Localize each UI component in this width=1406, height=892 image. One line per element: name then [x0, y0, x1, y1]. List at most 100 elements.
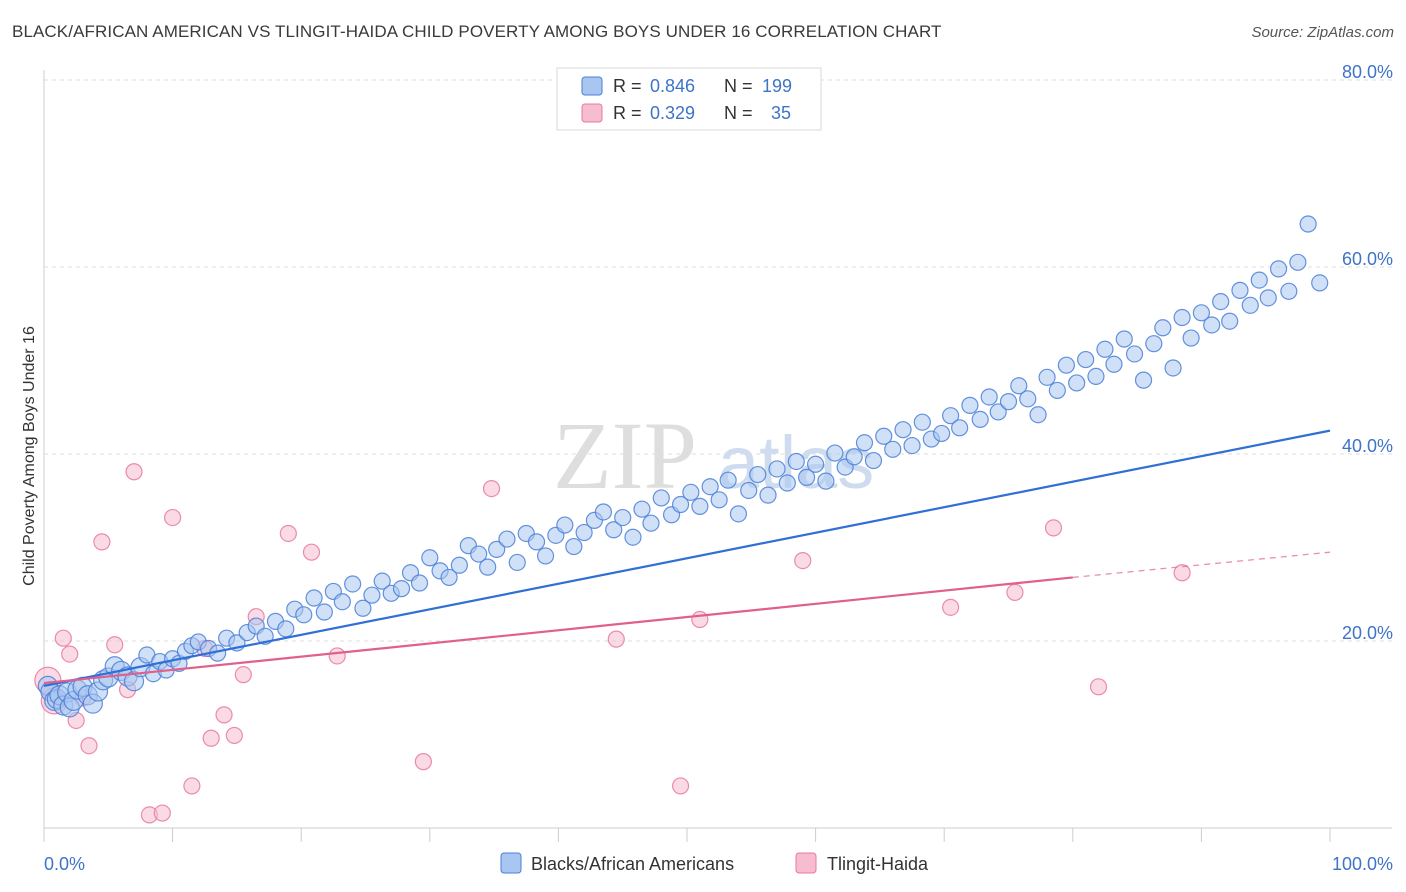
legend-n-value-tlingit: 35: [771, 103, 791, 123]
point-tlingit: [1006, 583, 1024, 601]
point-blacks: [740, 481, 758, 500]
legend-n-label-tlingit: N =: [724, 103, 753, 123]
point-blacks: [855, 434, 874, 452]
point-blacks: [1203, 316, 1221, 334]
point-blacks: [642, 514, 660, 532]
point-tlingit: [1089, 678, 1108, 696]
point-blacks: [1173, 308, 1191, 327]
source-credit: Source: ZipAtlas.com: [1251, 24, 1394, 41]
chart-title: BLACK/AFRICAN AMERICAN VS TLINGIT-HAIDA …: [12, 22, 942, 41]
point-tlingit: [54, 629, 72, 647]
point-blacks: [903, 436, 921, 455]
point-blacks: [1087, 367, 1105, 385]
point-blacks: [1057, 356, 1075, 374]
legend-r-label-blacks: R =: [613, 76, 642, 96]
point-blacks: [295, 606, 313, 624]
point-blacks: [864, 451, 883, 470]
point-tlingit: [93, 533, 111, 551]
point-tlingit: [1044, 519, 1063, 537]
legend-r-value-blacks: 0.846: [650, 76, 695, 96]
point-blacks: [719, 471, 737, 489]
point-blacks: [440, 568, 458, 587]
point-blacks: [1154, 319, 1172, 337]
point-blacks: [1164, 359, 1182, 377]
point-blacks: [536, 547, 555, 565]
point-blacks: [450, 556, 468, 574]
point-blacks: [710, 491, 728, 509]
point-blacks: [315, 603, 333, 621]
point-blacks: [942, 407, 960, 425]
y-tick-label: 80.0%: [1342, 62, 1393, 82]
point-tlingit: [302, 543, 321, 561]
legend-swatch-blacks: [581, 76, 603, 96]
point-tlingit: [671, 777, 690, 795]
point-blacks: [624, 528, 642, 546]
point-blacks: [749, 465, 767, 484]
legend-swatch-tlingit: [581, 103, 603, 123]
point-blacks: [1182, 329, 1200, 347]
point-blacks: [1029, 406, 1047, 424]
bottom-legend-swatch-tlingit: [795, 852, 817, 874]
point-blacks: [759, 486, 777, 504]
point-blacks: [344, 575, 362, 593]
point-blacks: [614, 508, 632, 527]
point-blacks: [1269, 260, 1288, 278]
point-tlingit: [607, 630, 625, 648]
point-blacks: [1259, 289, 1277, 307]
point-blacks: [392, 580, 411, 598]
point-blacks: [498, 530, 516, 548]
y-tick-label: 20.0%: [1342, 623, 1393, 643]
point-blacks: [277, 620, 295, 638]
point-blacks: [565, 537, 583, 556]
point-blacks: [527, 533, 546, 551]
point-blacks: [961, 396, 979, 414]
point-blacks: [1221, 312, 1239, 330]
point-blacks: [1105, 355, 1123, 373]
point-tlingit: [794, 551, 812, 570]
point-blacks: [1311, 274, 1329, 292]
point-blacks: [1096, 340, 1114, 358]
legend-n-label-blacks: N =: [724, 76, 753, 96]
point-blacks: [421, 549, 439, 567]
point-blacks: [933, 424, 951, 443]
point-tlingit: [164, 508, 182, 527]
point-blacks: [691, 497, 709, 515]
point-blacks: [305, 589, 323, 607]
stats-legend: R = 0.846 N = 199 R = 0.329 N = 35: [556, 67, 822, 131]
point-blacks: [1192, 304, 1211, 322]
point-blacks: [787, 452, 805, 471]
point-blacks: [373, 572, 391, 590]
point-blacks: [1125, 345, 1144, 363]
point-tlingit: [106, 636, 124, 654]
y-tick-label: 60.0%: [1342, 249, 1393, 269]
y-tick-label: 40.0%: [1342, 436, 1393, 456]
point-blacks: [894, 421, 912, 439]
point-blacks: [1134, 371, 1153, 389]
point-blacks: [575, 523, 593, 542]
point-blacks: [806, 455, 825, 473]
point-blacks: [354, 599, 372, 617]
point-blacks: [479, 558, 497, 576]
point-tlingit: [414, 753, 432, 771]
bottom-legend-swatch-blacks: [500, 852, 522, 874]
point-blacks: [1038, 368, 1056, 386]
point-tlingit: [153, 804, 171, 822]
point-blacks: [605, 521, 623, 539]
point-tlingit: [61, 645, 79, 663]
trendline-tlingit: [43, 576, 1073, 685]
bottom-legend-label-blacks: Blacks/African Americans: [531, 854, 734, 874]
point-blacks: [875, 427, 893, 445]
point-blacks: [1280, 282, 1298, 300]
point-tlingit: [691, 610, 709, 629]
point-blacks: [1068, 374, 1086, 392]
point-blacks: [1212, 292, 1230, 311]
point-blacks: [1115, 330, 1133, 348]
point-blacks: [1289, 253, 1307, 271]
point-blacks: [488, 540, 506, 558]
legend-n-value-blacks: 199: [762, 76, 792, 96]
point-tlingit: [125, 463, 143, 481]
point-blacks: [1299, 215, 1317, 233]
point-blacks: [363, 586, 381, 604]
x-tick-label-max: 100.0%: [1332, 854, 1393, 874]
